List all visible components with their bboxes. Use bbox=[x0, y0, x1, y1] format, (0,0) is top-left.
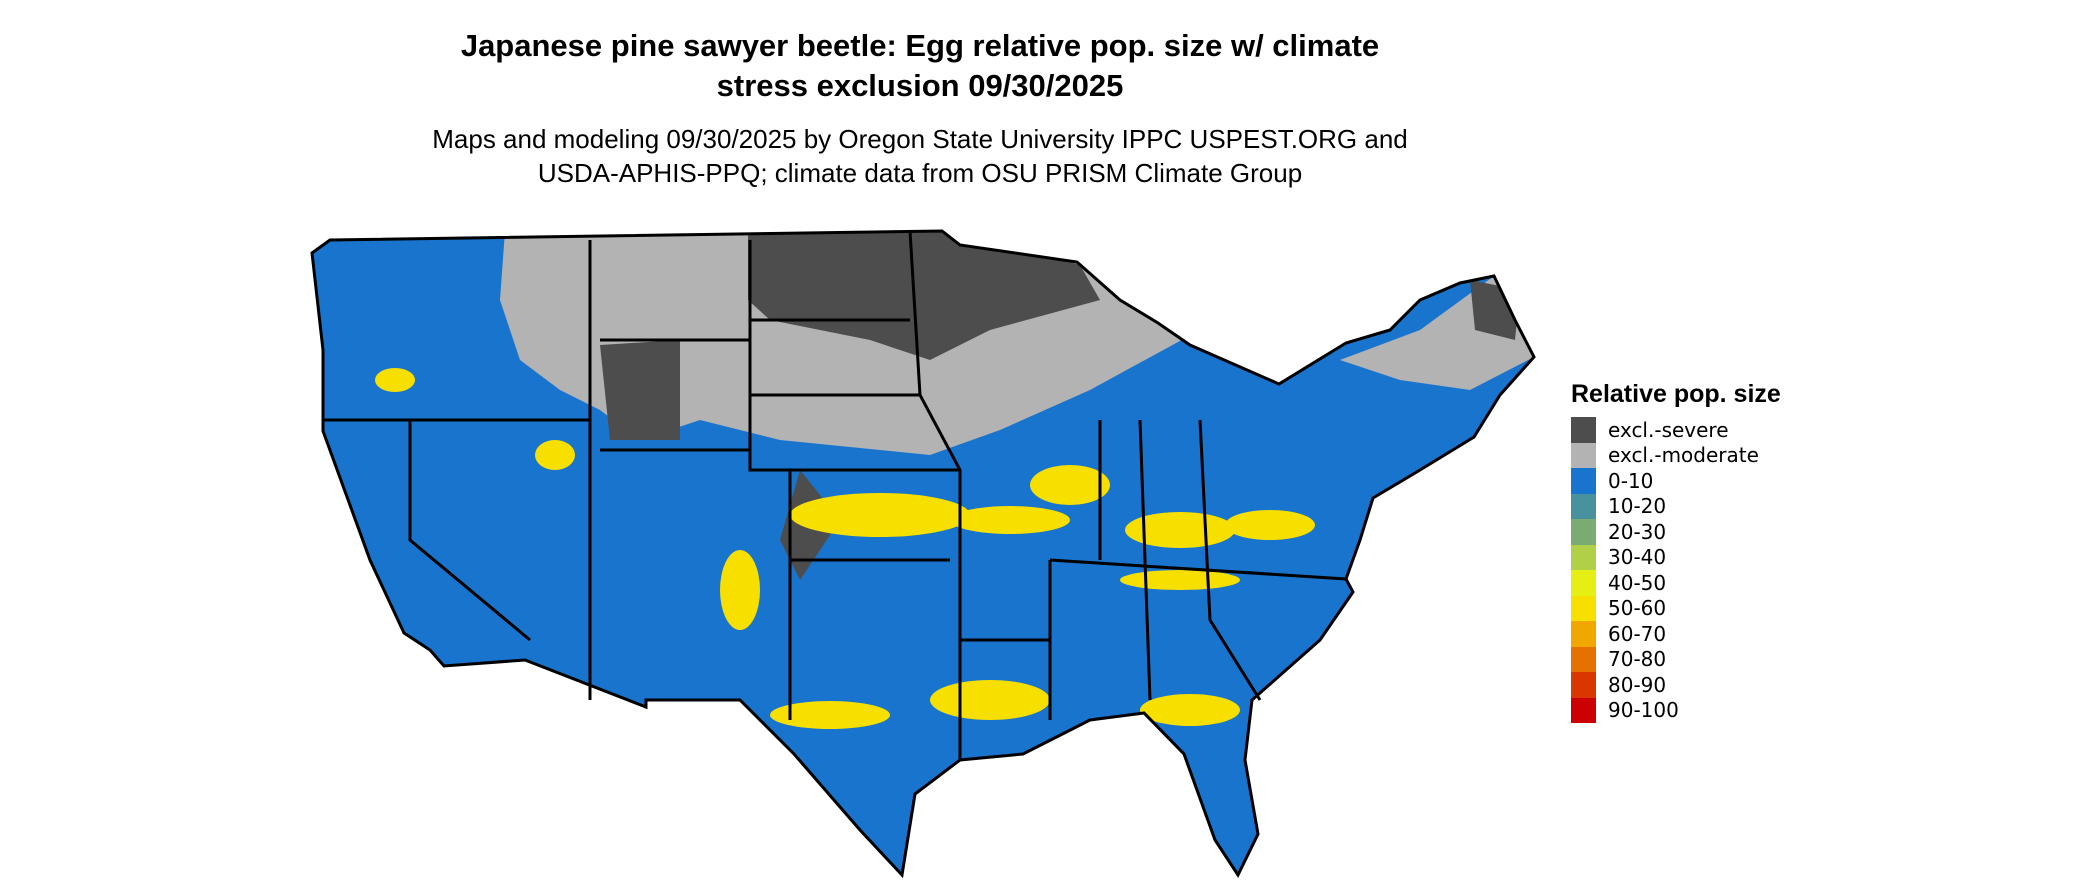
legend-label: 20-30 bbox=[1608, 519, 1667, 544]
legend: Relative pop. size excl.-severe excl.-mod… bbox=[1571, 380, 1781, 723]
subtitle-line-2: USDA-APHIS-PPQ; climate data from OSU PR… bbox=[537, 158, 1303, 188]
legend-label: 70-80 bbox=[1608, 647, 1667, 672]
state-borders bbox=[310, 229, 1536, 879]
map-subtitle: Maps and modeling 09/30/2025 by Oregon S… bbox=[0, 122, 1840, 190]
legend-item: 90-100 bbox=[1571, 697, 1781, 723]
legend-swatch bbox=[1571, 442, 1596, 468]
legend-swatch bbox=[1571, 493, 1596, 519]
legend-label: 60-70 bbox=[1608, 621, 1667, 646]
region-excl-severe-wy bbox=[600, 340, 680, 440]
legend-item: 80-90 bbox=[1571, 672, 1781, 698]
legend-label: 10-20 bbox=[1608, 494, 1667, 519]
legend-label: 50-60 bbox=[1608, 596, 1667, 621]
legend-swatch bbox=[1571, 697, 1596, 723]
legend-item: 40-50 bbox=[1571, 570, 1781, 596]
title-line-1: Japanese pine sawyer beetle: Egg relativ… bbox=[460, 28, 1380, 63]
subtitle-line-1: Maps and modeling 09/30/2025 by Oregon S… bbox=[432, 124, 1408, 154]
legend-label: 0-10 bbox=[1608, 468, 1654, 493]
legend-item: 20-30 bbox=[1571, 519, 1781, 545]
legend-swatch bbox=[1571, 672, 1596, 698]
legend-item: excl.-severe bbox=[1571, 417, 1781, 443]
map-title: Japanese pine sawyer beetle: Egg relativ… bbox=[0, 26, 1840, 106]
legend-title: Relative pop. size bbox=[1571, 380, 1781, 408]
region-excl-severe-north bbox=[748, 231, 1100, 360]
legend-label: excl.-severe bbox=[1608, 417, 1729, 442]
legend-label: excl.-moderate bbox=[1608, 443, 1759, 468]
legend-item: 50-60 bbox=[1571, 595, 1781, 621]
legend-label: 90-100 bbox=[1608, 698, 1679, 723]
legend-label: 80-90 bbox=[1608, 672, 1667, 697]
legend-swatch bbox=[1571, 417, 1596, 443]
legend-item: excl.-moderate bbox=[1571, 442, 1781, 468]
legend-item: 30-40 bbox=[1571, 544, 1781, 570]
legend-item: 10-20 bbox=[1571, 493, 1781, 519]
legend-swatch bbox=[1571, 519, 1596, 545]
legend-swatch bbox=[1571, 595, 1596, 621]
legend-label: 40-50 bbox=[1608, 570, 1667, 595]
legend-label: 30-40 bbox=[1608, 545, 1667, 570]
legend-item: 0-10 bbox=[1571, 468, 1781, 494]
legend-swatch bbox=[1571, 621, 1596, 647]
legend-item: 60-70 bbox=[1571, 621, 1781, 647]
legend-swatch bbox=[1571, 646, 1596, 672]
legend-swatch bbox=[1571, 544, 1596, 570]
title-line-2: stress exclusion 09/30/2025 bbox=[716, 68, 1124, 103]
legend-item: 70-80 bbox=[1571, 646, 1781, 672]
legend-swatch bbox=[1571, 570, 1596, 596]
region-50-60 bbox=[375, 368, 1315, 729]
legend-swatch bbox=[1571, 468, 1596, 494]
